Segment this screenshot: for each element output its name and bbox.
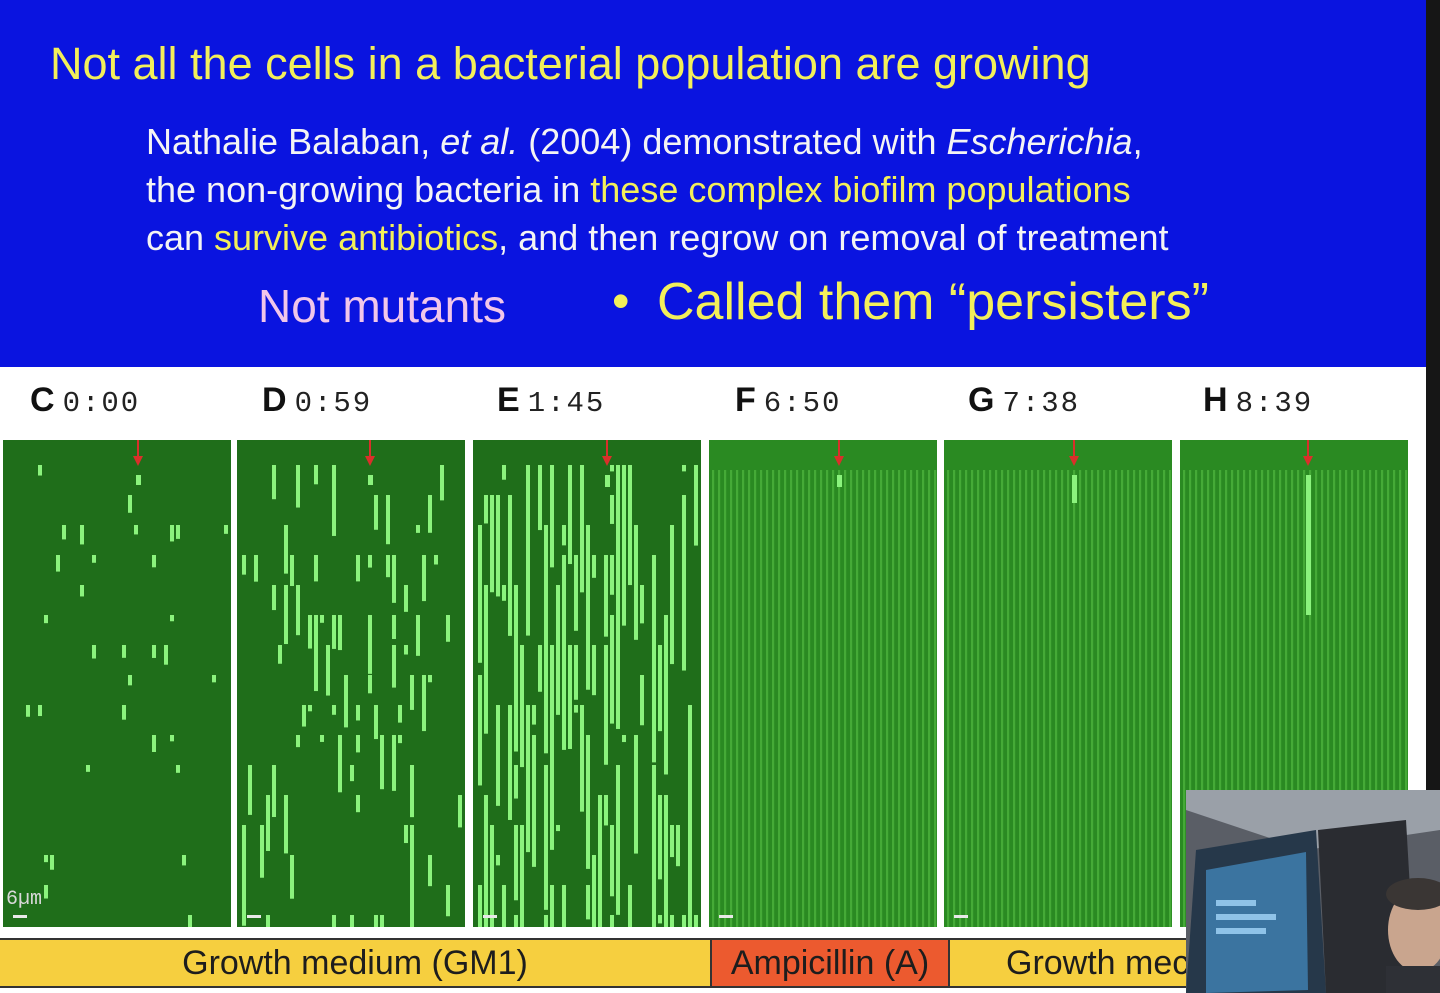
screen-edge	[1426, 0, 1440, 790]
text-can: can	[146, 217, 215, 258]
scale-bar-label: 6µm	[6, 888, 43, 911]
text-biofilm-highlight: these complex biofilm populations	[590, 169, 1131, 210]
panel-label-e: E 1:45	[497, 381, 605, 420]
panel-time: 6:50	[763, 387, 842, 420]
text-survive-highlight: survive antibiotics	[214, 217, 499, 258]
panel-time: 8:39	[1235, 387, 1314, 420]
ampicillin-segment: Ampicillin (A)	[710, 938, 950, 988]
persisters-text: Called them “persisters”	[657, 273, 1209, 331]
slide-header: Not all the cells in a bacterial populat…	[0, 0, 1426, 367]
panel-label-h: H 8:39	[1203, 381, 1313, 420]
panel-time: 0:59	[294, 387, 373, 420]
text-et-al: et al.	[440, 121, 519, 162]
text-author: Nathalie Balaban,	[146, 121, 441, 162]
panel-letter: H	[1203, 381, 1228, 419]
text-line-1: Nathalie Balaban, et al. (2004) demonstr…	[146, 121, 1143, 163]
panel-time: 1:45	[527, 387, 606, 420]
panel-letter: G	[968, 381, 995, 419]
text-comma: ,	[1132, 121, 1143, 162]
panel-label-c: C 0:00	[30, 381, 140, 420]
panel-label-row: C 0:00 D 0:59 E 1:45 F 6:50 G 7:38 H 8:39	[0, 367, 1426, 439]
panel-letter: C	[30, 381, 55, 419]
microscopy-panel-g	[944, 440, 1172, 927]
panel-letter: D	[262, 381, 287, 419]
text-nongrowing: the non-growing bacteria in	[146, 169, 591, 210]
text-regrow: , and then regrow on removal of treatmen…	[498, 217, 1169, 258]
panel-label-f: F 6:50	[735, 381, 841, 420]
panel-letter: E	[497, 381, 520, 419]
panel-time: 0:00	[62, 387, 141, 420]
webcam-overlay	[1186, 790, 1440, 993]
microscopy-panel-f	[709, 440, 937, 927]
panel-letter: F	[735, 381, 756, 419]
text-year: (2004) demonstrated with	[518, 121, 947, 162]
microscopy-panel-d	[237, 440, 465, 927]
text-organism: Escherichia	[946, 121, 1133, 162]
microscopy-figure: C 0:00 D 0:59 E 1:45 F 6:50 G 7:38 H 8:39 6µm Growt…	[0, 367, 1426, 993]
microscopy-panel-e	[473, 440, 701, 927]
webcam-image	[1186, 790, 1440, 993]
text-line-2: the non-growing bacteria in these comple…	[146, 169, 1131, 211]
not-mutants-text: Not mutants	[258, 280, 506, 332]
growth-medium-segment: Growth medium (GM1)	[0, 938, 710, 988]
bullet-icon: •	[612, 273, 630, 329]
microscopy-panel-c	[3, 440, 231, 927]
panel-label-d: D 0:59	[262, 381, 372, 420]
panel-time: 7:38	[1002, 387, 1081, 420]
panel-label-g: G 7:38	[968, 381, 1080, 420]
slide-title: Not all the cells in a bacterial populat…	[50, 38, 1091, 89]
text-line-3: can survive antibiotics, and then regrow…	[146, 217, 1169, 259]
